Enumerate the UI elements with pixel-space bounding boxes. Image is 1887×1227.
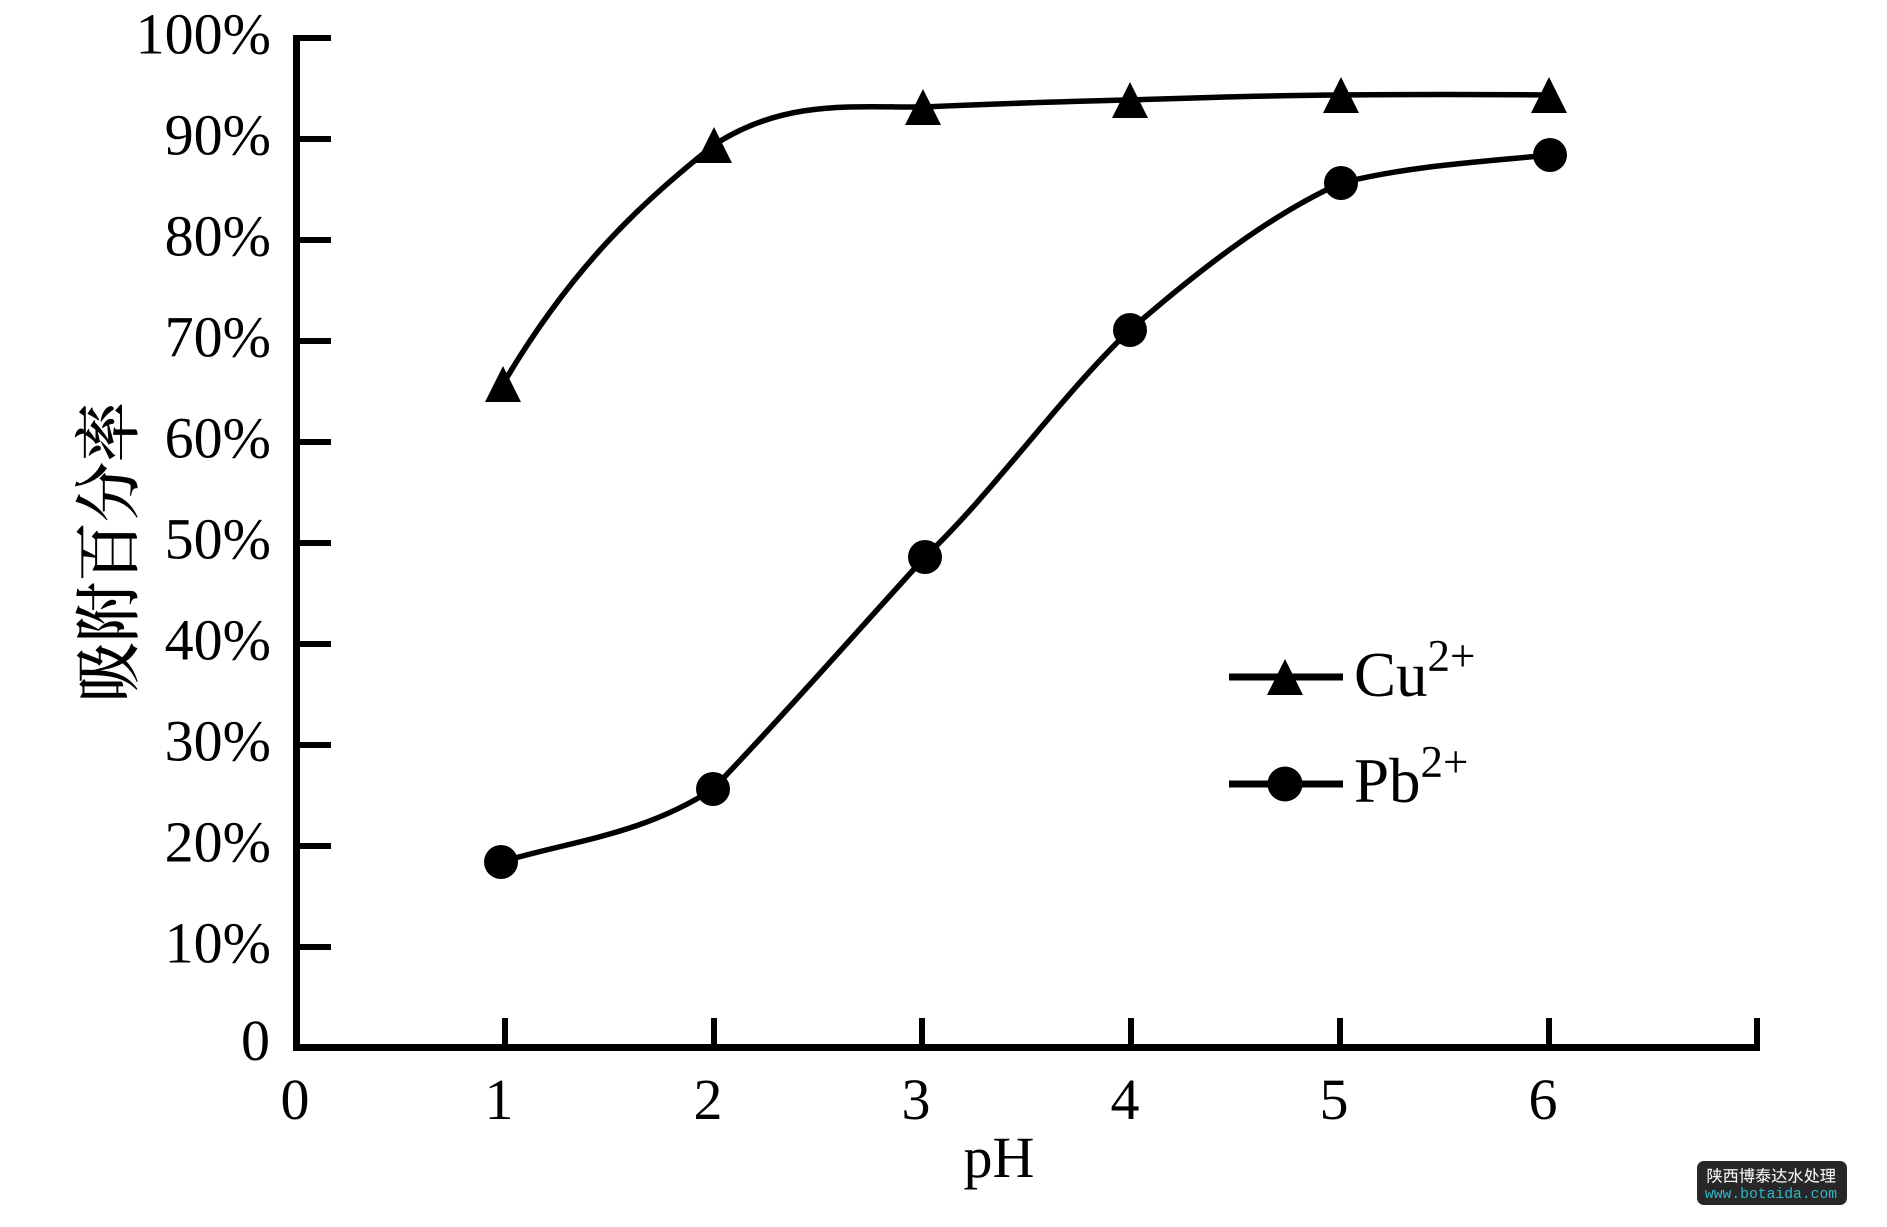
svg-text:2: 2 — [694, 1067, 723, 1132]
svg-text:30%: 30% — [165, 709, 271, 774]
svg-text:80%: 80% — [165, 204, 271, 269]
svg-text:50%: 50% — [165, 507, 271, 572]
svg-text:90%: 90% — [165, 103, 271, 168]
svg-text:6: 6 — [1529, 1067, 1558, 1132]
svg-text:www.botaida.com: www.botaida.com — [1705, 1187, 1837, 1203]
svg-text:3: 3 — [902, 1067, 931, 1132]
svg-text:40%: 40% — [165, 608, 271, 673]
svg-text:70%: 70% — [165, 305, 271, 370]
svg-text:20%: 20% — [165, 810, 271, 875]
svg-text:0: 0 — [241, 1008, 270, 1073]
svg-text:0: 0 — [281, 1067, 310, 1132]
svg-text:60%: 60% — [165, 406, 271, 471]
svg-text:1: 1 — [485, 1067, 514, 1132]
svg-text:5: 5 — [1320, 1067, 1349, 1132]
svg-text:4: 4 — [1111, 1067, 1140, 1132]
svg-text:Cu2+: Cu2+ — [1354, 631, 1475, 710]
svg-text:10%: 10% — [165, 911, 271, 976]
svg-text:100%: 100% — [136, 2, 271, 67]
svg-text:pH: pH — [964, 1125, 1035, 1190]
